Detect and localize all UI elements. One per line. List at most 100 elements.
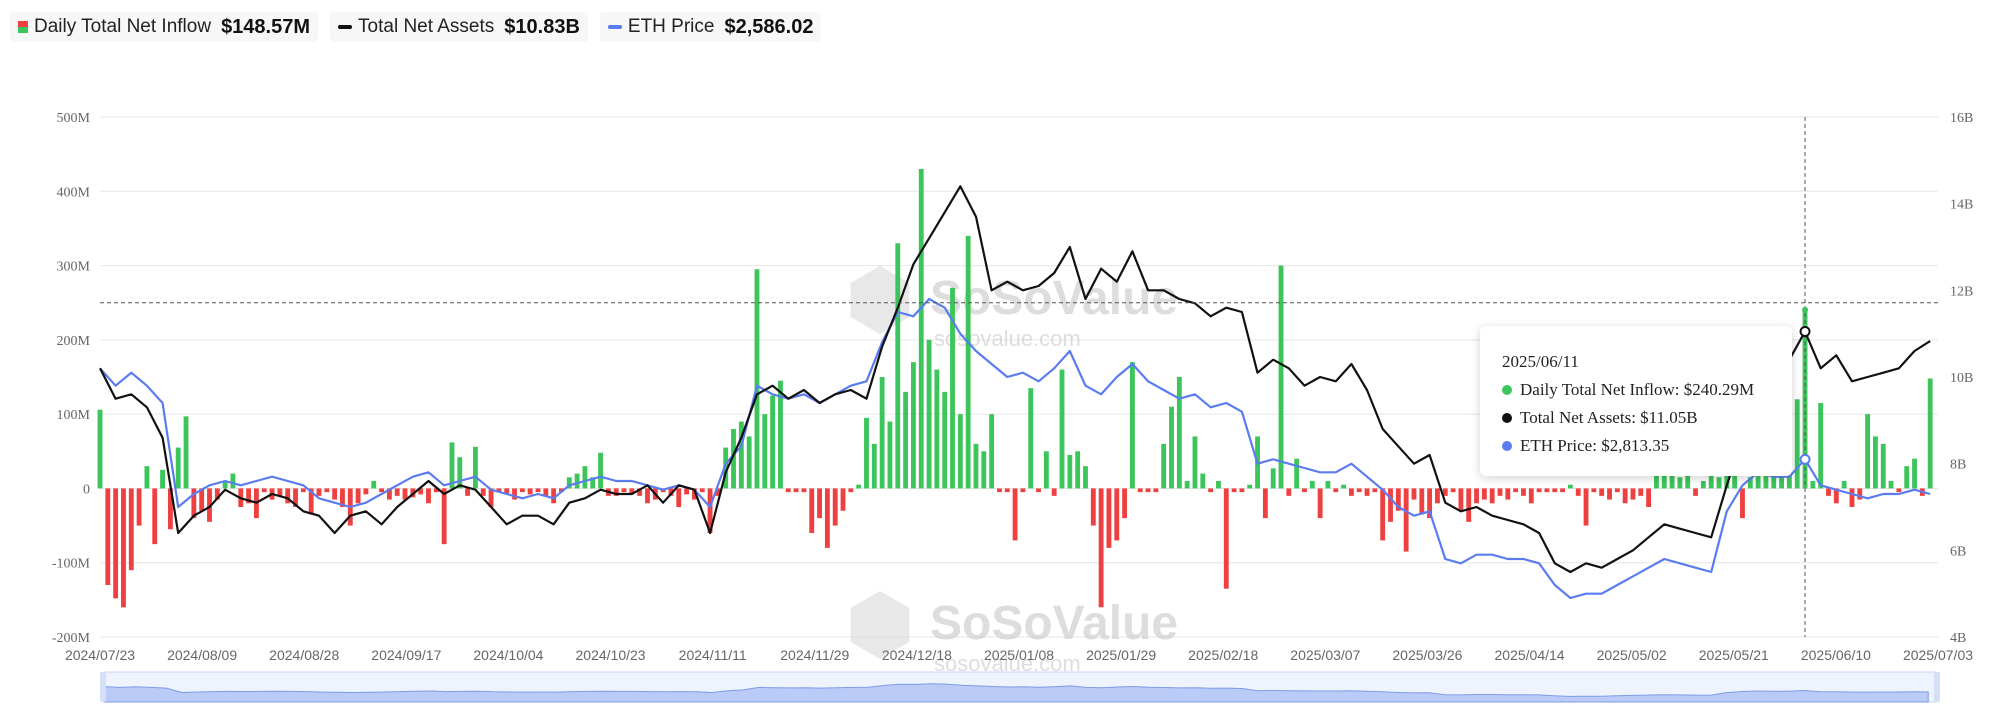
inflow-bar bbox=[371, 481, 377, 489]
sosovalue-logo-icon bbox=[850, 591, 910, 659]
range-navigator[interactable] bbox=[100, 671, 1940, 703]
inflow-bar bbox=[910, 362, 916, 489]
inflow-bar bbox=[1521, 488, 1526, 496]
inflow-bar bbox=[97, 409, 103, 489]
inflow-bar bbox=[1489, 488, 1495, 504]
blue-dot-icon bbox=[1502, 441, 1512, 451]
inflow-bar bbox=[864, 417, 869, 489]
inflow-bar bbox=[1708, 469, 1714, 489]
inflow-bar bbox=[981, 451, 987, 489]
inflow-bar bbox=[355, 488, 361, 504]
tooltip-row-inflow: Daily Total Net Inflow: $240.29M bbox=[1502, 380, 1754, 400]
left-tick-label: 0 bbox=[83, 482, 90, 497]
inflow-bar bbox=[199, 488, 205, 511]
inflow-bar bbox=[324, 488, 330, 493]
inflow-bar bbox=[394, 488, 400, 496]
inflow-bar bbox=[1036, 488, 1041, 493]
inflow-bar bbox=[1325, 481, 1331, 489]
left-tick-label: 300M bbox=[57, 260, 91, 275]
legend-item-eth[interactable]: ETH Price $2,586.02 bbox=[599, 12, 822, 42]
assets-marker bbox=[1799, 326, 1811, 337]
inflow-bar bbox=[332, 488, 338, 500]
legend-item-inflow[interactable]: Daily Total Net Inflow $148.57M bbox=[10, 12, 319, 42]
legend-eth-value: $2,586.02 bbox=[724, 15, 814, 38]
inflow-bar bbox=[183, 416, 189, 489]
inflow-bar bbox=[246, 488, 252, 504]
inflow-bar bbox=[1106, 488, 1112, 548]
inflow-bar bbox=[746, 436, 752, 489]
inflow-bar bbox=[1873, 436, 1878, 489]
inflow-bar bbox=[856, 484, 862, 489]
inflow-bar bbox=[207, 488, 212, 522]
inflow-bar bbox=[903, 391, 909, 489]
inflow-bar bbox=[668, 488, 674, 496]
inflow-bar bbox=[1333, 488, 1339, 493]
inflow-bar bbox=[1677, 477, 1683, 489]
watermark-brand: SoSoValue bbox=[930, 272, 1178, 325]
inflow-bar bbox=[1286, 488, 1292, 496]
inflow-bar bbox=[1435, 488, 1440, 504]
inflow-bar bbox=[426, 488, 431, 504]
inflow-bar bbox=[152, 488, 158, 545]
inflow-bar bbox=[1904, 466, 1910, 489]
inflow-bar bbox=[1607, 488, 1612, 500]
inflow-swatch-icon bbox=[18, 21, 28, 33]
inflow-bar bbox=[496, 488, 502, 493]
inflow-bar bbox=[1403, 488, 1409, 552]
x-tick-label: 2024/08/09 bbox=[167, 647, 237, 663]
inflow-bar bbox=[1075, 451, 1081, 489]
inflow-bar bbox=[1880, 443, 1886, 489]
navigator-left-handle bbox=[100, 672, 106, 702]
inflow-bar bbox=[1098, 488, 1104, 608]
inflow-bar bbox=[214, 488, 220, 500]
inflow-bar bbox=[472, 446, 478, 489]
inflow-bar bbox=[480, 488, 486, 496]
inflow-bar bbox=[1278, 265, 1284, 489]
inflow-bar bbox=[629, 488, 635, 495]
inflow-bar bbox=[1857, 488, 1863, 500]
inflow-bar bbox=[1826, 488, 1831, 496]
inflow-bar bbox=[1380, 488, 1386, 541]
inflow-bar bbox=[1505, 488, 1511, 500]
x-tick-label: 2025/01/08 bbox=[984, 647, 1054, 663]
inflow-bar bbox=[691, 488, 697, 500]
inflow-bar bbox=[316, 488, 322, 496]
inflow-bar bbox=[1137, 488, 1143, 493]
inflow-bar bbox=[128, 488, 134, 571]
x-tick-label: 2025/03/07 bbox=[1290, 647, 1360, 663]
left-tick-label: -200M bbox=[52, 631, 91, 646]
inflow-bar bbox=[230, 473, 236, 489]
inflow-bar bbox=[1740, 488, 1745, 519]
inflow-bar bbox=[1794, 399, 1800, 489]
inflow-bar bbox=[613, 488, 619, 496]
x-axis: 2024/07/23 2024/08/09 2024/08/28 2024/09/17… bbox=[65, 647, 1973, 663]
inflow-bar bbox=[848, 488, 854, 493]
inflow-bar bbox=[1552, 488, 1558, 493]
inflow-bar bbox=[488, 488, 494, 507]
inflow-bar bbox=[621, 488, 627, 493]
crosshair bbox=[100, 117, 1938, 637]
inflow-bar bbox=[1020, 488, 1026, 493]
inflow-bar bbox=[1591, 488, 1597, 493]
inflow-bar bbox=[1184, 481, 1190, 489]
legend-assets-label: Total Net Assets bbox=[358, 16, 495, 37]
inflow-bar bbox=[1317, 488, 1323, 519]
right-tick-label: 16B bbox=[1950, 111, 1973, 126]
navigator-right-handle bbox=[1934, 672, 1940, 702]
inflow-bar bbox=[1051, 488, 1057, 496]
inflow-bar bbox=[723, 447, 729, 489]
inflow-bar bbox=[973, 443, 979, 489]
legend-inflow-value: $148.57M bbox=[221, 15, 311, 38]
left-tick-label: 400M bbox=[57, 185, 91, 200]
legend-item-assets[interactable]: Total Net Assets $10.83B bbox=[330, 12, 588, 42]
inflow-bar bbox=[300, 488, 306, 493]
inflow-bar bbox=[293, 488, 298, 507]
inflow-bar bbox=[1411, 488, 1417, 500]
inflow-bar bbox=[1513, 488, 1519, 493]
inflow-bar bbox=[222, 481, 228, 489]
inflow-bar bbox=[887, 421, 893, 489]
inflow-bar bbox=[566, 477, 572, 489]
